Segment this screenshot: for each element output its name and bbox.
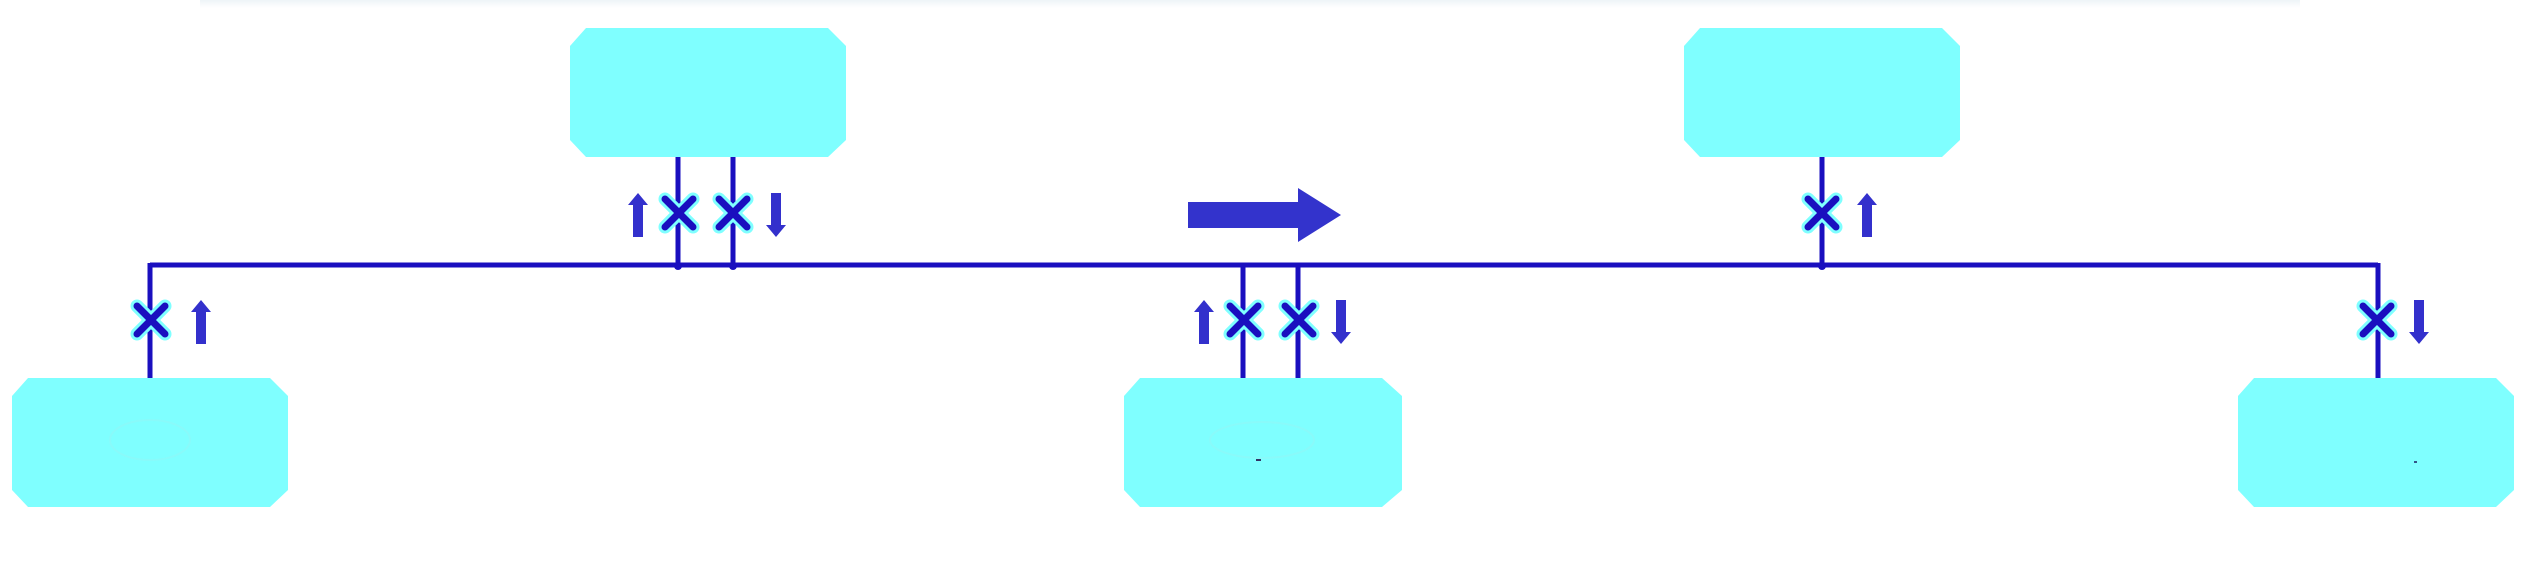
blocked-marker-icon: [1223, 299, 1265, 341]
blocked-marker-icon: [2356, 299, 2398, 341]
blocked-marker-icon: [658, 192, 700, 234]
arrow-up-icon: [1857, 193, 1877, 237]
arrow-down-icon: [766, 193, 786, 237]
bottom-center-node: [1124, 378, 1402, 507]
node-artifact: [1209, 421, 1315, 459]
arrow-up-icon: [191, 300, 211, 344]
node-mark: [1256, 459, 1261, 461]
blocked-marker-icon: [1278, 299, 1320, 341]
blocked-marker-icon: [130, 299, 172, 341]
arrow-up-icon: [628, 193, 648, 237]
top-left-node: [570, 28, 846, 157]
bottom-right-node: [2238, 378, 2514, 507]
top-fade: [200, 0, 2300, 8]
junction-dot: [1818, 262, 1826, 270]
node-mark: [2414, 461, 2417, 463]
junction-dot: [729, 262, 737, 270]
flow-arrow-right-icon: [1188, 188, 1341, 242]
blocked-marker-icon: [1801, 192, 1843, 234]
arrow-down-icon: [1331, 300, 1351, 344]
arrow-up-icon: [1194, 300, 1214, 344]
blocked-marker-icon: [712, 192, 754, 234]
top-right-node: [1684, 28, 1960, 157]
junction-dot: [674, 262, 682, 270]
bottom-left-node: [12, 378, 288, 507]
node-artifact: [109, 419, 191, 461]
arrow-down-icon: [2409, 300, 2429, 344]
